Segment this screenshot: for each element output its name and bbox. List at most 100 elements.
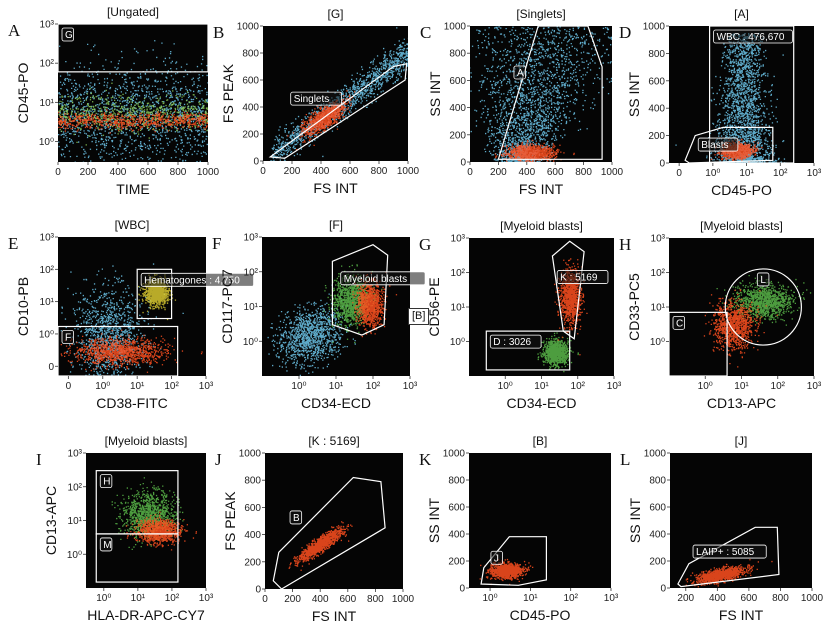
gate-label-box-G-0	[556, 270, 609, 284]
gate-C-0	[497, 25, 603, 160]
gate-label-F-0: Myeloid blasts	[344, 274, 407, 285]
y-tick-label-K-0: 0	[459, 584, 465, 595]
x-tick-label-L-1: 400	[709, 593, 726, 604]
x-tick-label-H-0: 10⁰	[698, 381, 713, 392]
panel-C: A 0 200 400 600 800 1000 0 200 400 600 800 1000 FS IN…	[420, 7, 624, 197]
x-axis-label-G: CD34-ECD	[506, 395, 576, 411]
event-dots-H-1	[703, 289, 778, 368]
y-axis-label-L: SS INT	[627, 497, 643, 543]
y-axis-label-D: SS INT	[626, 71, 642, 117]
x-axis-label-A: TIME	[116, 181, 149, 197]
panel-letter-A: A	[8, 21, 21, 40]
y-axis-label-I: CD13-APC	[43, 486, 59, 555]
gate-label-E-1: F	[65, 333, 71, 344]
x-axis-label-E: CD38-FITC	[96, 395, 168, 411]
y-tick-label-I-2: 10²	[68, 482, 83, 493]
y-tick-label-D-4: 800	[648, 49, 665, 60]
event-dots-E-1	[58, 329, 203, 373]
panel-title-A: [Ungated]	[107, 5, 159, 19]
x-tick-label-K-0: 10⁰	[483, 593, 498, 604]
y-tick-label-K-4: 800	[448, 476, 465, 487]
x-tick-label-F-1: 10¹	[329, 381, 344, 392]
panel-letter-E: E	[8, 234, 18, 253]
y-tick-label-K-1: 200	[448, 557, 465, 568]
events-C	[470, 26, 612, 162]
y-tick-label-C-2: 400	[449, 103, 466, 114]
y-tick-label-K-2: 400	[448, 530, 465, 541]
gate-label-D-0: WBC : 476,670	[717, 32, 785, 43]
x-axis-label-I: HLA-DR-APC-CY7	[87, 607, 205, 623]
population-I-1	[125, 511, 197, 551]
panel-title-E: [WBC]	[115, 218, 150, 232]
y-tick-label-F-3: 10³	[244, 233, 259, 244]
gate-label-K-0: J	[494, 553, 499, 564]
population-C-1	[494, 139, 575, 162]
x-tick-label-C-0: 0	[467, 167, 473, 178]
event-dots-F-1	[323, 264, 383, 344]
panel-letter-G: G	[419, 235, 431, 254]
y-axis-label-F: CD117-PC7	[219, 269, 235, 344]
gate-label-box-B-0	[290, 91, 342, 106]
panel-letter-C: C	[420, 23, 431, 42]
panel-title-J: [K : 5169]	[308, 434, 359, 448]
panel-title-C: [Singlets]	[516, 7, 565, 21]
event-dots-H-0	[715, 275, 812, 333]
events-J	[288, 521, 353, 571]
panel-D: WBC : 476,670 Blasts 0 10⁰ 10¹ 10² 10³ 0 200 400 6…	[619, 7, 822, 198]
y-tick-label-H-0: 10⁰	[650, 337, 665, 348]
y-axis-label-C: SS INT	[427, 71, 443, 117]
y-tick-label-E-3: 10²	[40, 265, 55, 276]
gate-label-C-0: A	[517, 68, 524, 79]
gate-label-G-0: K : 5169	[560, 273, 598, 284]
panel-B: Singlets 0 200 400 600 800 1000 0 200 400 600 800 10…	[213, 7, 420, 196]
x-tick-label-D-4: 10³	[807, 168, 822, 179]
x-tick-label-B-2: 400	[313, 166, 330, 177]
x-tick-label-J-2: 400	[312, 594, 329, 605]
y-tick-label-H-3: 10³	[651, 234, 666, 245]
x-tick-label-J-3: 600	[339, 594, 356, 605]
y-tick-label-H-2: 10²	[651, 268, 666, 279]
population-G-0	[537, 332, 579, 373]
gate-label-E-0: Hematogones : 4,750	[144, 275, 240, 286]
x-tick-label-J-1: 200	[284, 594, 301, 605]
panel-letter-I: I	[36, 450, 42, 469]
y-tick-label-D-0: 0	[659, 159, 665, 170]
population-D-0	[675, 33, 787, 163]
panel-title-L: [J]	[735, 434, 748, 448]
x-axis-label-J: FS INT	[312, 608, 357, 624]
gate-label-box-E-0	[140, 272, 254, 287]
gate-H-1	[668, 311, 728, 377]
panel-title-B: [G]	[327, 7, 343, 21]
gate-label-D-1: Blasts	[701, 140, 728, 151]
x-tick-label-H-2: 10²	[771, 381, 786, 392]
y-tick-label-A-3: 10³	[40, 20, 55, 31]
x-axis-label-C: FS INT	[519, 181, 564, 197]
gate-label-I-0: H	[103, 477, 110, 488]
gate-label-box-C-0	[513, 65, 526, 80]
event-dots-J-0	[288, 521, 353, 571]
x-tick-label-E-3: 10²	[164, 381, 179, 392]
y-tick-label-I-1: 10¹	[68, 516, 83, 527]
y-tick-label-G-3: 10³	[451, 234, 466, 245]
x-tick-label-B-5: 1000	[397, 166, 420, 177]
gate-label-B-0: Singlets	[294, 94, 330, 105]
x-tick-label-J-4: 800	[367, 594, 384, 605]
panel-I: H M 10⁰ 10¹ 10² 10³ 10⁰ 10¹ 10² 10³ HLA-DR-APC-CY7…	[36, 434, 214, 623]
panel-letter-L: L	[620, 450, 630, 469]
x-tick-label-H-1: 10¹	[734, 381, 749, 392]
gate-label-box-F-0	[340, 271, 426, 286]
gate-A-0	[57, 23, 209, 73]
y-axis-label-J: FS PEAK	[222, 491, 238, 551]
x-axis-label-F: CD34-ECD	[301, 395, 371, 411]
y-tick-label-D-2: 400	[648, 104, 665, 115]
y-axis-label-G: CD56-PE	[426, 277, 442, 336]
gate-label-G-1: D : 3026	[493, 337, 531, 348]
panel-A: G 0 200 400 600 800 1000 10⁰ 10¹ 10² 10³ TIME CD45-P…	[8, 5, 220, 197]
gate-label-box-D-0	[713, 29, 793, 44]
y-tick-label-C-4: 800	[449, 49, 466, 60]
y-tick-label-K-5: 1000	[443, 449, 466, 460]
panel-title-H: [Myeloid blasts]	[700, 219, 783, 233]
y-tick-label-J-1: 200	[244, 557, 261, 568]
panel-title-D: [A]	[734, 7, 749, 21]
gate-label-box-J-0	[289, 510, 303, 525]
